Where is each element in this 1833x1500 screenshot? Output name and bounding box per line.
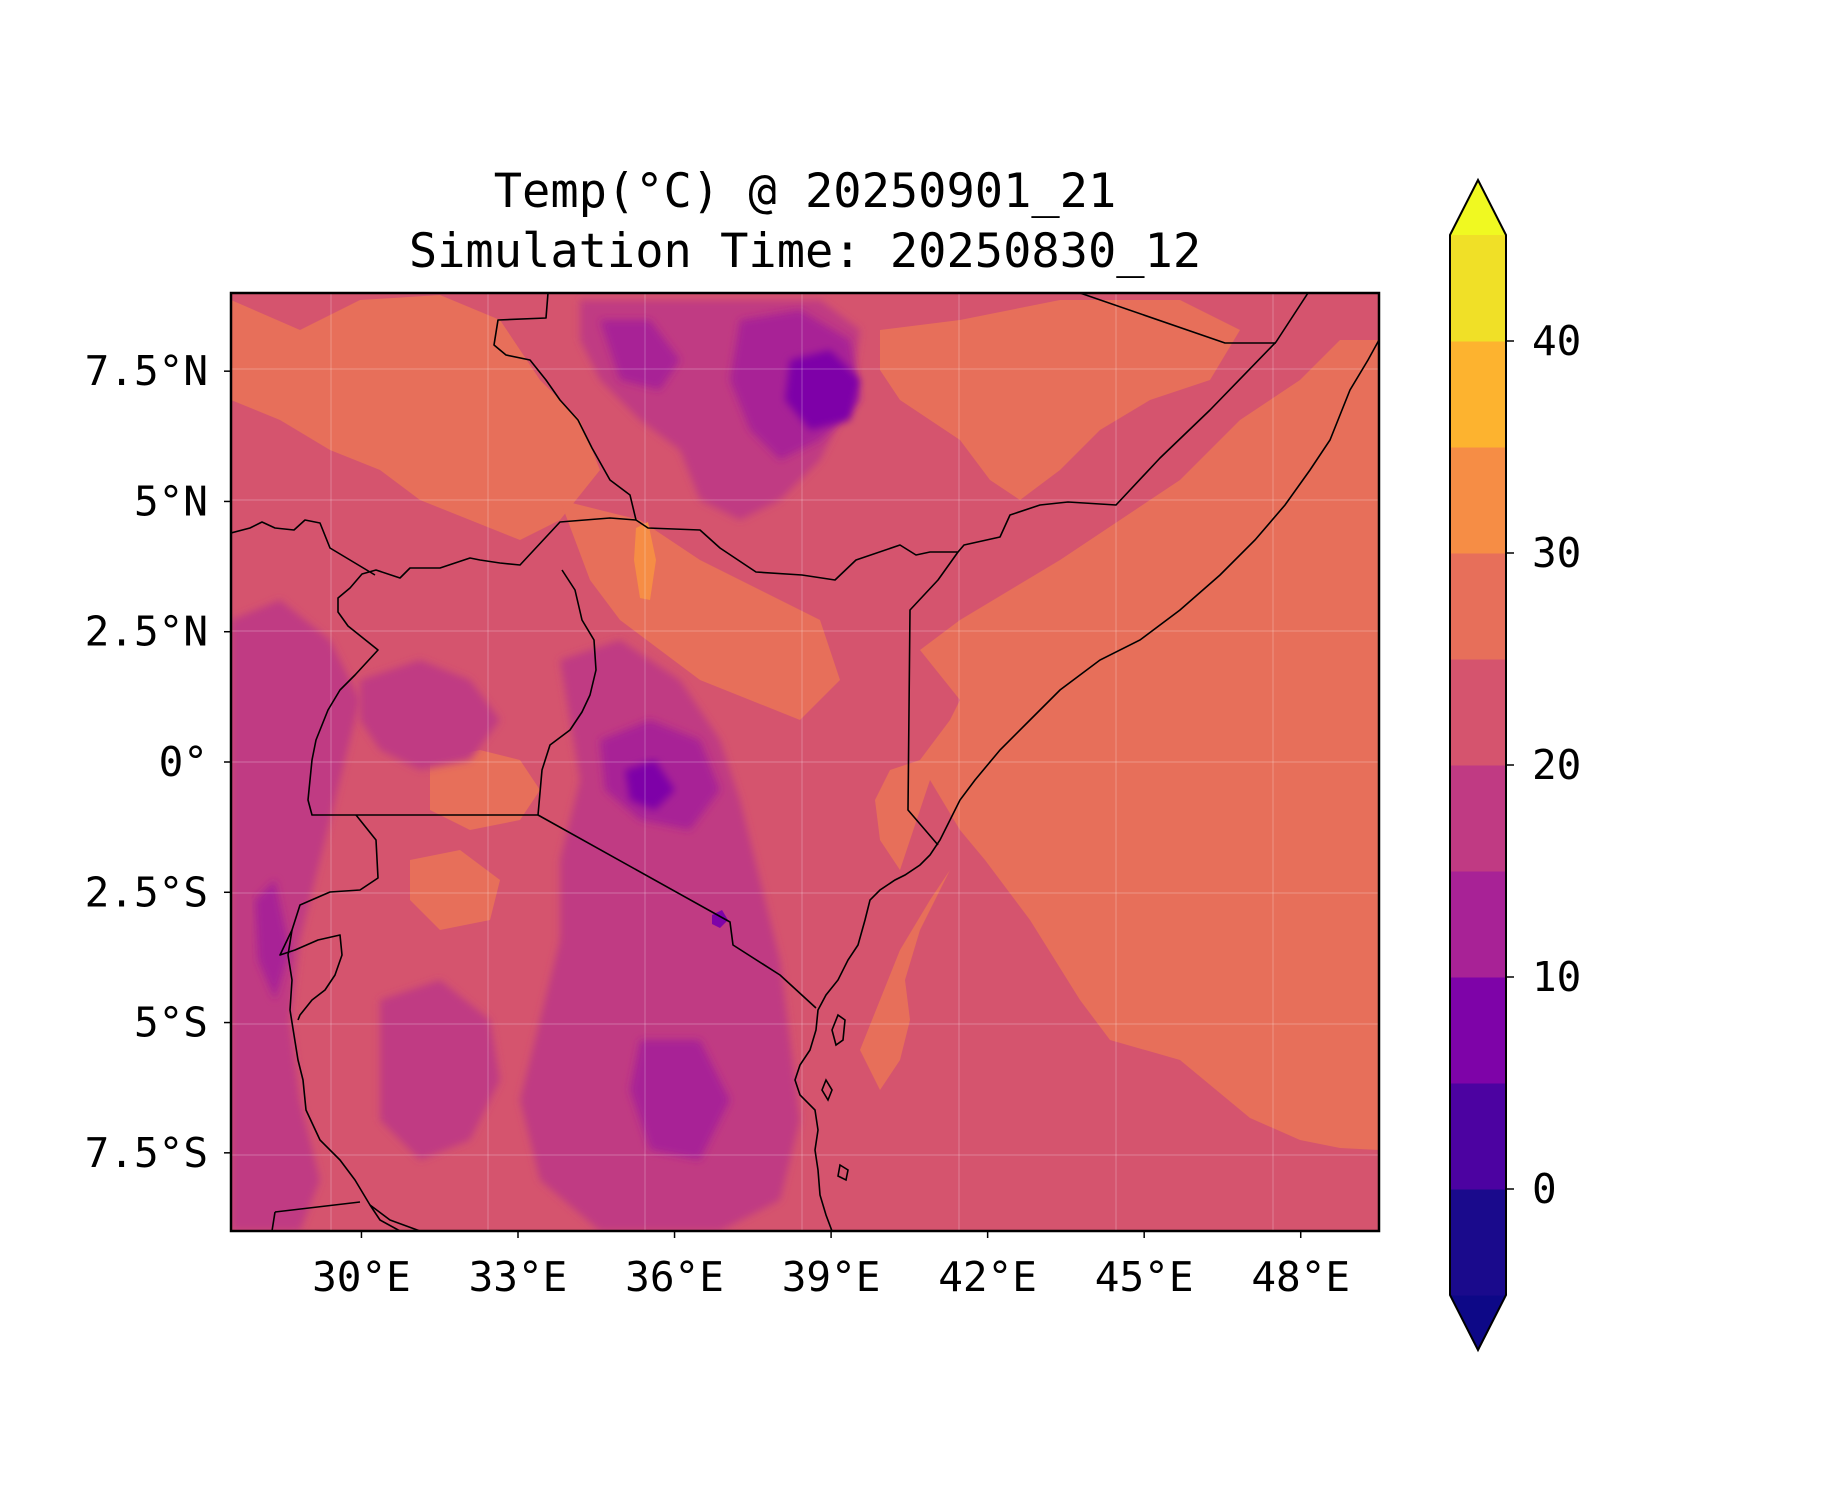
colorbar-segment: [1450, 871, 1506, 978]
colorbar-segment: [1450, 341, 1506, 448]
border-kenya-somalia: [907, 551, 959, 846]
field-15-20-uganda: [360, 660, 500, 770]
colorbar-segment: [1450, 235, 1506, 342]
map-area: [231, 293, 1379, 1231]
border-uganda-east: [537, 569, 597, 816]
island-mafia: [821, 1078, 833, 1102]
field-25-30-north: [231, 295, 600, 540]
border-rwanda-burundi: [279, 814, 379, 1021]
colorbar-tick-label: 0: [1532, 1165, 1557, 1213]
y-tick-label: 2.5°N: [85, 608, 208, 656]
colorbar-extend-max: [1450, 180, 1506, 235]
border-kenya-tanzania: [537, 814, 817, 1009]
border-south-sudan-ethiopia: [493, 293, 1309, 581]
colorbar-segment: [1450, 447, 1506, 554]
gridlines: [231, 293, 1379, 1231]
field-30-35-strip: [634, 522, 656, 600]
y-tick-label: 7.5°S: [85, 1129, 208, 1177]
x-tick-label: 30°E: [312, 1253, 411, 1301]
colorbar-tick-label: 30: [1532, 529, 1581, 577]
country-borders: [231, 293, 1309, 1231]
field-25-30-south: [410, 850, 500, 930]
border-lake-shore: [369, 1204, 421, 1231]
chart-title-line-2: Simulation Time: 20250830_12: [408, 224, 1202, 279]
field-10-15-ethiopia-2: [600, 320, 680, 390]
border-lake-corner: [271, 1211, 276, 1231]
island-outlines: [821, 1013, 849, 1182]
border-ethiopia-somalia-north: [1079, 293, 1276, 344]
chart-title-line-1: Temp(°C) @ 20250901_21: [493, 164, 1117, 219]
field-15-20-southwest: [380, 980, 500, 1160]
field-5-10-ethiopia: [785, 350, 860, 430]
colorbar-segment: [1450, 1189, 1506, 1296]
field-5-10-kenya: [625, 760, 675, 810]
y-tick-label: 5°N: [134, 477, 208, 525]
field-15-20-west: [231, 600, 360, 1231]
x-tick-label: 42°E: [938, 1253, 1037, 1301]
x-tick-label: 39°E: [782, 1253, 881, 1301]
field-25-30-lake: [430, 750, 540, 830]
x-tick-label: 45°E: [1095, 1253, 1194, 1301]
x-tick-label: 48°E: [1251, 1253, 1350, 1301]
colorbar-outline: [1449, 177, 1507, 1353]
y-tick-label: 0°: [159, 738, 208, 786]
island-zanzibar: [837, 1163, 849, 1182]
field-25-30-northeast: [880, 300, 1240, 500]
field-10-15-tanzania: [630, 1040, 730, 1160]
coastline-east-africa: [794, 339, 1379, 1231]
colorbar-segment: [1450, 977, 1506, 1084]
colorbar-segment: [1450, 765, 1506, 872]
field-25-30-central: [560, 500, 840, 720]
x-axis: 30°E 33°E 36°E 39°E 42°E 45°E 48°E: [312, 1231, 1350, 1301]
field-10-15-rift: [255, 880, 290, 1000]
y-axis: 7.5°N 5°N 2.5°N 0° 2.5°S 5°S 7.5°S: [85, 347, 231, 1177]
colorbar-tick-label: 20: [1532, 741, 1581, 789]
colorbar-segment: [1450, 659, 1506, 766]
y-tick-label: 7.5°N: [85, 347, 208, 395]
y-tick-label: 2.5°S: [85, 868, 208, 916]
border-uganda-kenya: [307, 517, 637, 816]
border-sudan-west: [231, 519, 376, 576]
x-tick-label: 36°E: [625, 1253, 724, 1301]
colorbar-tick-label: 40: [1532, 317, 1581, 365]
field-25-30-coast: [860, 870, 950, 1090]
y-tick-label: 5°S: [134, 999, 208, 1047]
colorbar-tick-label: 10: [1532, 953, 1581, 1001]
colorbar-segment: [1450, 1083, 1506, 1190]
border-malawi-zambia: [274, 1201, 361, 1213]
colorbar-extend-min: [1450, 1295, 1506, 1350]
colorbar-segment: [1450, 553, 1506, 660]
field-15-20-central: [520, 640, 800, 1231]
x-tick-label: 33°E: [469, 1253, 568, 1301]
colorbar: 0 10 20 30 40: [1449, 177, 1581, 1353]
